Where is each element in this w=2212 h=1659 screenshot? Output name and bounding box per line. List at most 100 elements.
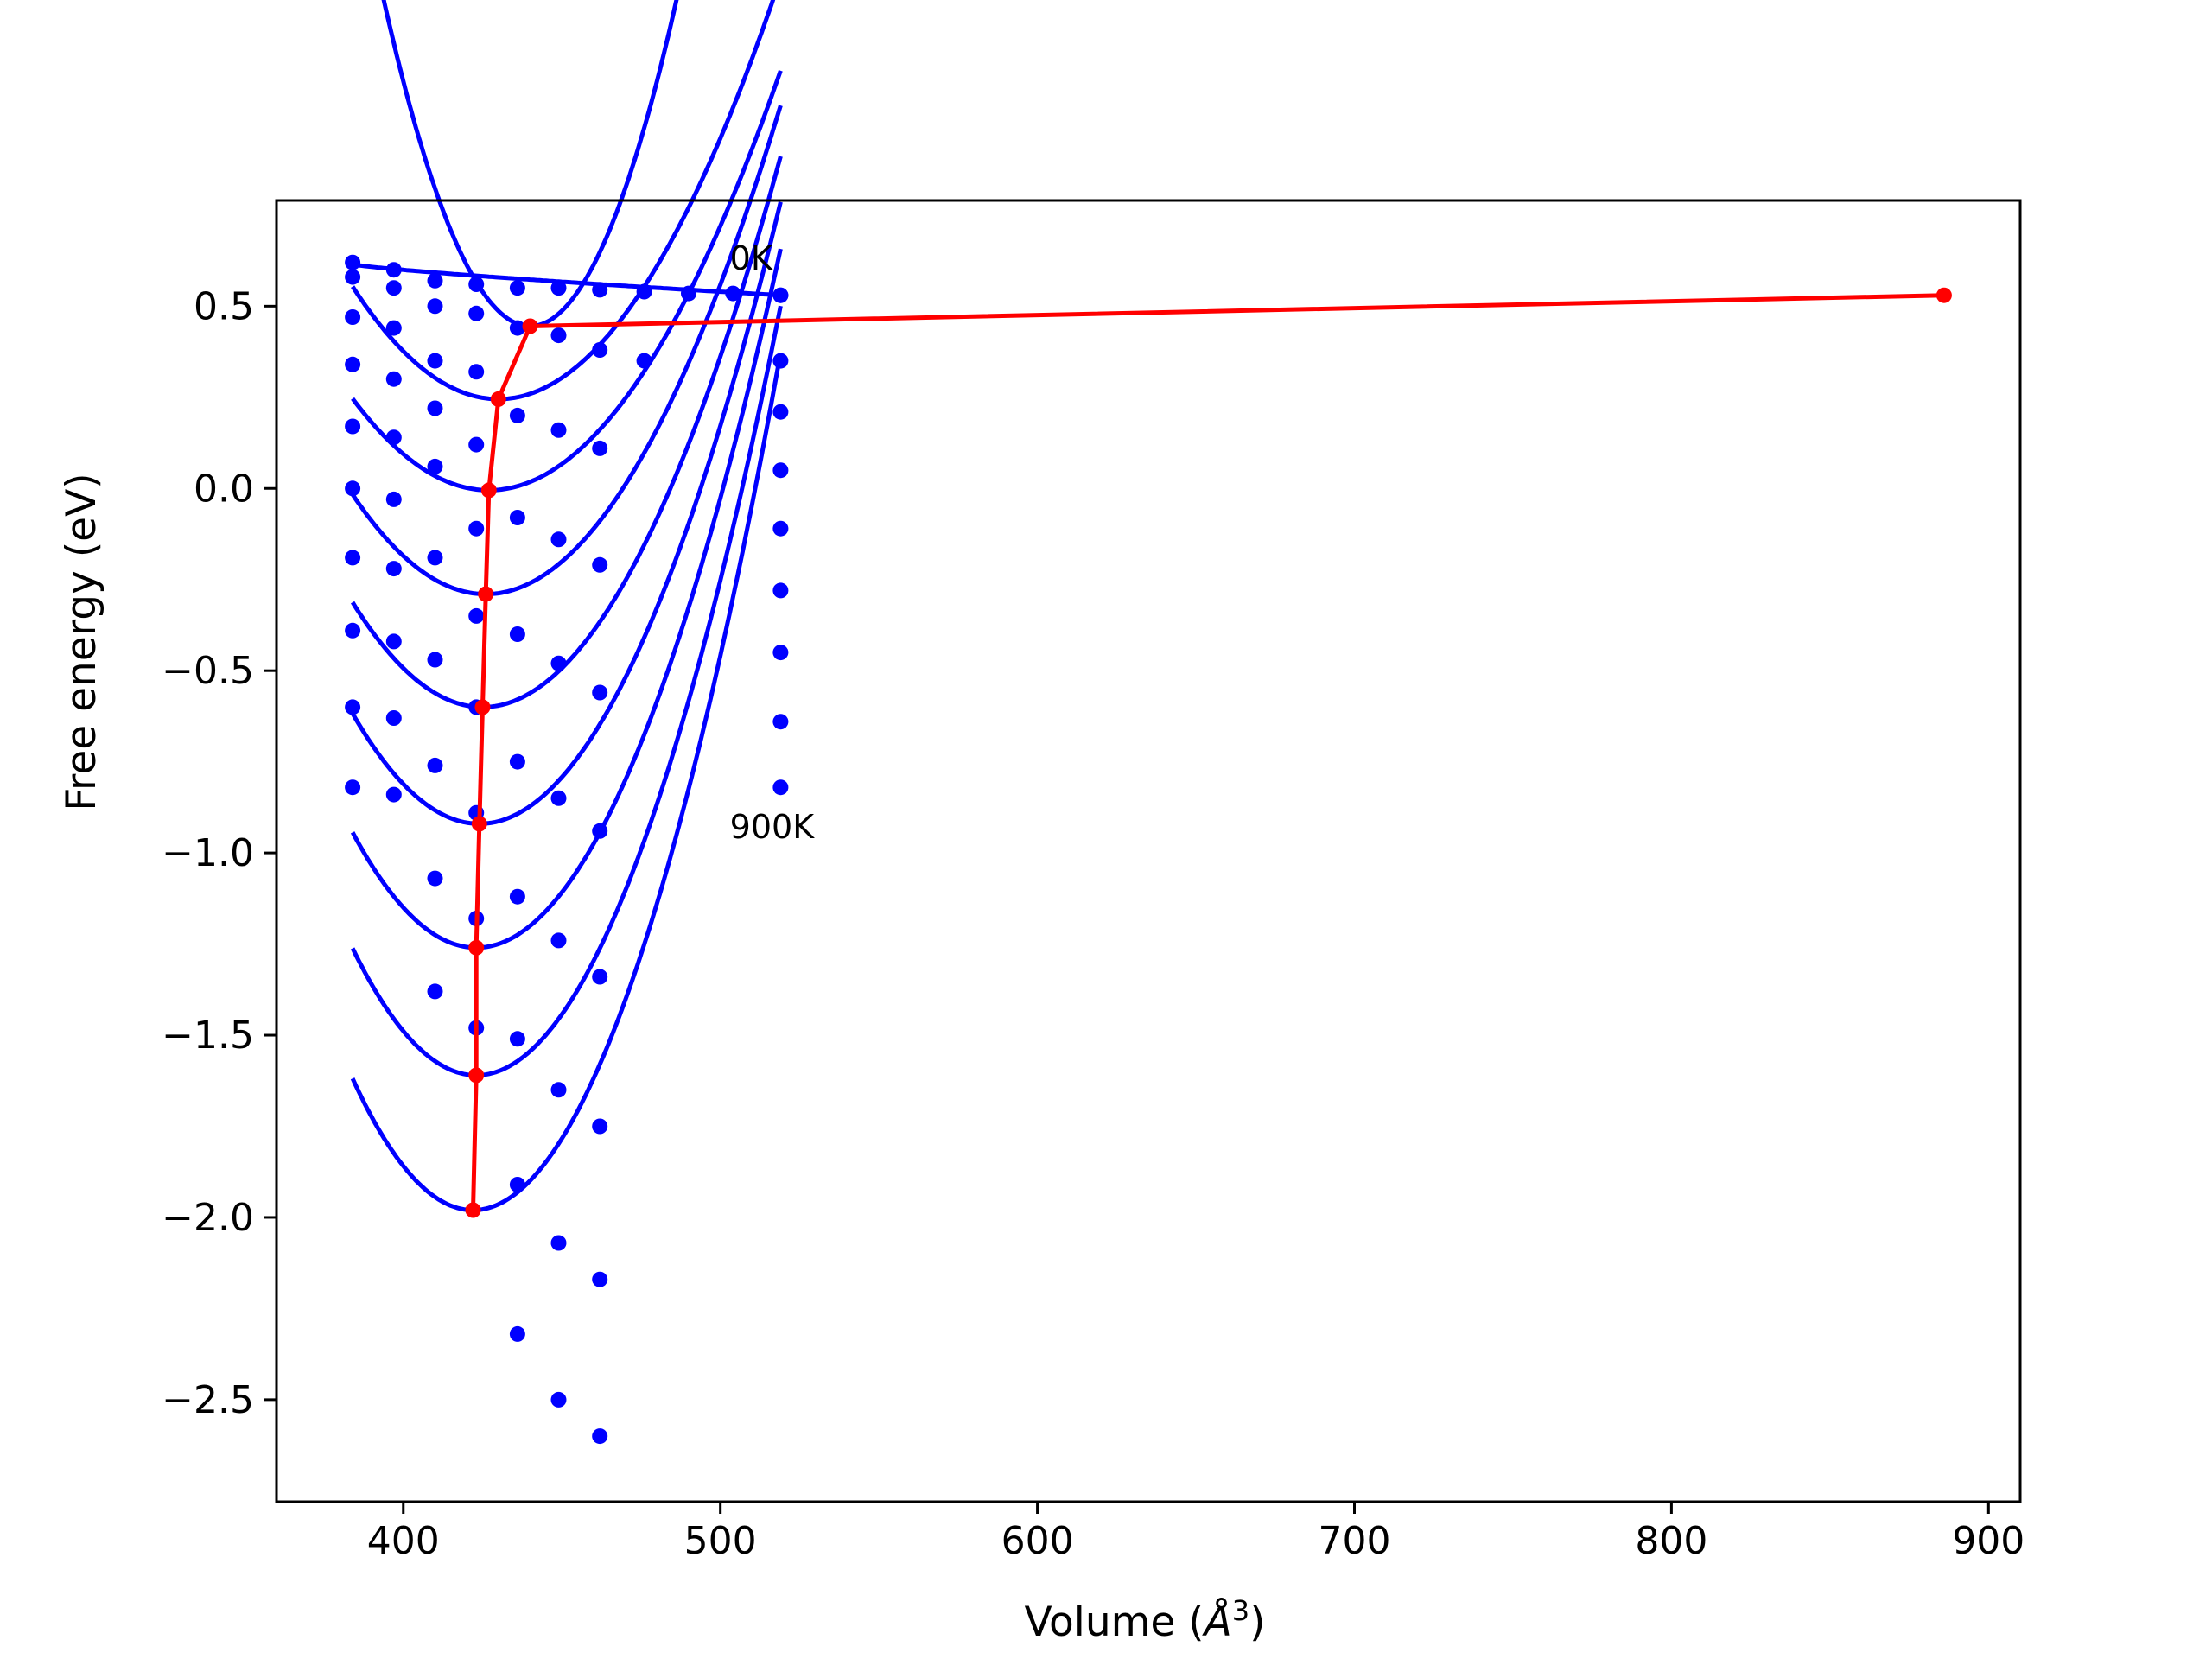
fit-curve-900K [350,352,783,1212]
annotation-0K: 0K [730,239,773,277]
y-tick-label--1.5: −1.5 [162,1014,254,1058]
data-point-800K-1 [385,710,402,726]
y-axis-label: Free energy (eV) [58,473,105,810]
data-point-200K-0 [345,309,361,325]
data-point-700K-5 [550,1082,567,1098]
data-point-300K-3 [468,436,485,453]
data-point-400K-0 [345,418,361,435]
data-point-300K-1 [385,371,402,387]
data-point-900K-6 [592,1428,608,1445]
data-point-700K-0 [345,622,361,639]
x-axis-label-superscript: 3 [1232,1594,1249,1627]
data-point-400K-3 [468,520,485,537]
fit-curve-100K [381,0,679,328]
data-point-400K-1 [385,429,402,446]
data-point-0K-9 [725,285,741,302]
data-point-600K-4 [509,888,525,905]
x-tick-label-600: 600 [1001,1519,1074,1563]
data-point-600K-0 [345,550,361,566]
data-point-700K-6 [592,1118,608,1135]
data-point-500K-5 [550,790,567,806]
equilibrium-point-0 [1936,287,1952,303]
equilibrium-point-3 [480,482,497,499]
data-point-900K-2 [427,983,443,1000]
equilibrium-line [471,293,1944,1211]
equilibrium-point-5 [474,699,491,715]
data-point-600K-1 [385,561,402,577]
fit-curve-0K [352,262,781,298]
equilibrium-point-6 [471,816,487,832]
data-point-600K-7 [772,582,789,599]
fit-curve-200K [350,0,776,402]
equilibrium-point-4 [478,586,494,602]
data-point-100K-3 [468,305,485,321]
fit-curve-400K [351,105,783,597]
data-point-400K-2 [427,458,443,474]
y-tick-label--2.5: −2.5 [162,1378,254,1422]
data-point-600K-5 [550,932,567,949]
data-point-0K-6 [592,282,608,298]
annotation-900K: 900K [730,808,816,846]
annotations: 0K 900K [730,239,816,846]
data-point-200K-4 [509,407,525,423]
x-axis-label-text: Volume ( [1025,1599,1205,1646]
x-tick-label-500: 500 [684,1519,757,1563]
data-point-300K-0 [345,356,361,372]
data-point-100K-1 [385,280,402,296]
y-tick-label--2: −2.0 [162,1196,254,1240]
data-point-0K-0 [345,254,361,270]
data-point-600K-2 [427,652,443,668]
data-point-300K-2 [427,400,443,416]
data-point-500K-3 [468,607,485,624]
data-point-800K-2 [427,870,443,887]
data-point-900K-7 [772,779,789,796]
data-point-700K-4 [509,1031,525,1047]
x-axis-label-symbol: Å [1202,1599,1232,1646]
data-point-900K-5 [550,1391,567,1408]
fit-curve-500K [350,156,783,709]
x-tick-label-900: 900 [1952,1519,2024,1563]
fit-curve-300K [351,69,783,493]
data-point-800K-7 [772,714,789,730]
data-point-700K-7 [772,645,789,661]
data-point-300K-4 [509,510,525,525]
data-point-500K-1 [385,491,402,507]
data-point-900K-1 [385,786,402,803]
data-point-400K-7 [772,462,789,479]
data-point-500K-4 [509,753,525,770]
data-point-800K-0 [345,699,361,715]
data-point-100K-2 [427,298,443,315]
data-point-100K-0 [345,269,361,285]
plot-area [345,0,1952,1445]
data-point-200K-3 [468,364,485,380]
data-point-600K-6 [592,969,608,985]
y-tick-label--1: −1.0 [162,831,254,875]
plot-frame [275,199,2022,1503]
y-tick-label--0.5: −0.5 [162,649,254,693]
fit-curve-700K [350,248,783,950]
data-point-800K-5 [550,1235,567,1251]
data-point-300K-5 [550,531,567,548]
data-point-0K-5 [550,280,567,296]
data-point-200K-1 [385,320,402,336]
x-axis-label: Volume (Å3) [1025,1594,1266,1646]
data-point-400K-6 [592,684,608,701]
data-point-500K-2 [427,550,443,566]
data-point-200K-5 [550,422,567,438]
fit-curve-600K [350,201,783,826]
data-point-900K-0 [345,779,361,796]
data-point-700K-2 [427,757,443,773]
data-point-300K-6 [592,556,608,573]
equilibrium-point-8 [468,1067,485,1084]
data-point-100K-4 [509,320,525,336]
equilibrium-point-2 [490,391,506,407]
data-point-900K-4 [509,1325,525,1342]
data-point-0K-4 [509,280,525,296]
data-point-200K-2 [427,353,443,369]
y-tick-label-0.5: 0.5 [194,284,254,328]
data-point-400K-4 [509,626,525,642]
data-point-800K-6 [592,1271,608,1287]
data-point-500K-0 [345,480,361,497]
data-point-100K-8 [772,287,789,303]
